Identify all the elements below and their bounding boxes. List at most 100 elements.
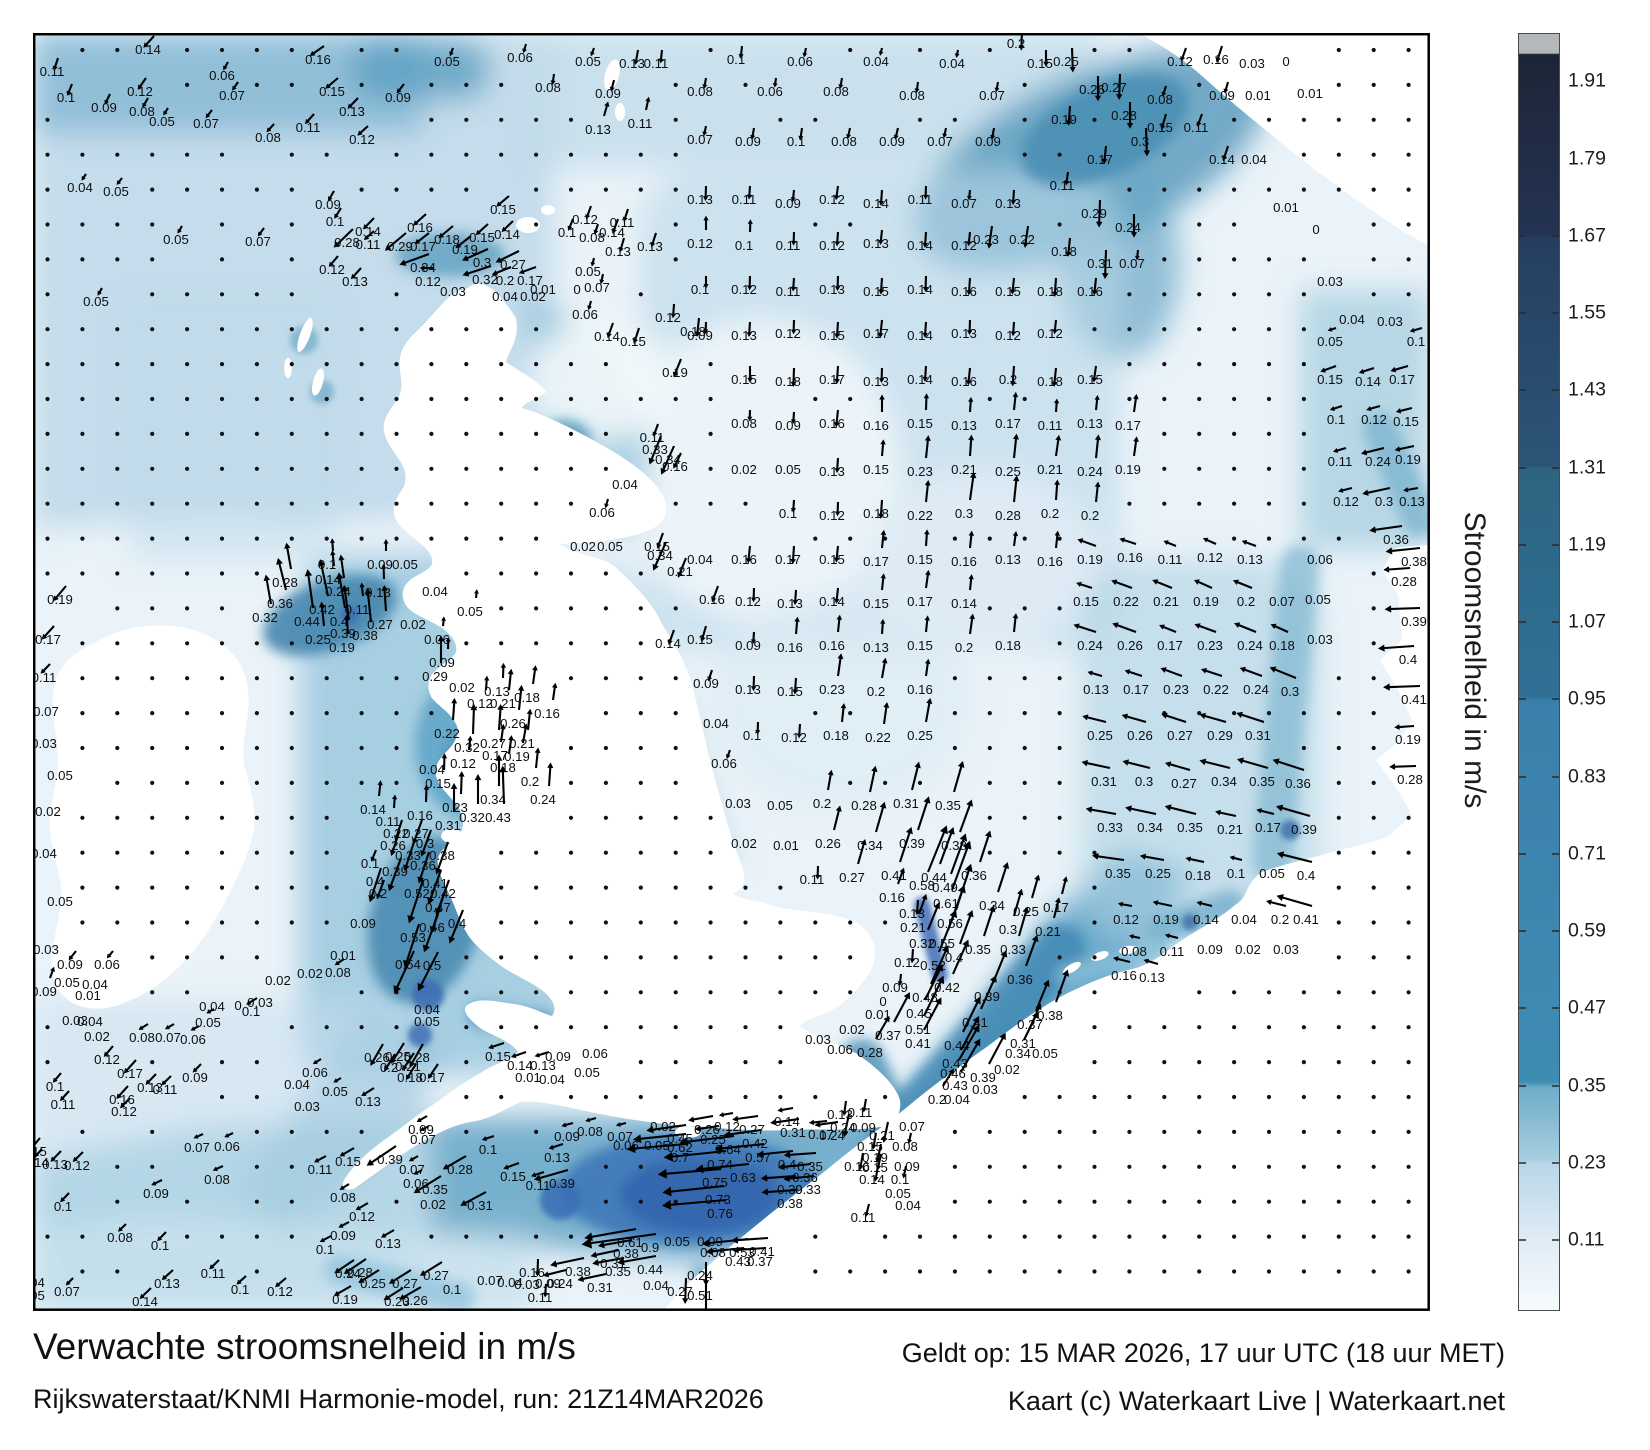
colorbar-tick-label: 0.47 bbox=[1568, 996, 1606, 1019]
svg-text:0.23: 0.23 bbox=[907, 464, 933, 479]
colorbar-tick-mark bbox=[1519, 1239, 1526, 1242]
svg-text:0.01: 0.01 bbox=[330, 948, 356, 963]
svg-text:0.15: 0.15 bbox=[857, 1139, 883, 1154]
svg-text:0.09: 0.09 bbox=[57, 957, 83, 972]
svg-text:0.11: 0.11 bbox=[525, 1178, 550, 1193]
svg-text:0.02: 0.02 bbox=[650, 1119, 676, 1134]
svg-text:0.11: 0.11 bbox=[775, 238, 800, 253]
colorbar-tick-mark bbox=[1552, 234, 1559, 237]
svg-text:0.09: 0.09 bbox=[735, 134, 761, 149]
svg-text:0.12: 0.12 bbox=[1037, 326, 1063, 341]
svg-text:0.19: 0.19 bbox=[47, 592, 73, 607]
svg-text:0.47: 0.47 bbox=[425, 900, 451, 915]
svg-text:0.63: 0.63 bbox=[730, 1170, 756, 1185]
svg-text:0.12: 0.12 bbox=[467, 696, 493, 711]
svg-text:0.09: 0.09 bbox=[535, 1276, 561, 1291]
svg-text:0.21: 0.21 bbox=[951, 462, 977, 477]
svg-text:0.36: 0.36 bbox=[1383, 532, 1409, 547]
svg-text:0.19: 0.19 bbox=[1115, 462, 1141, 477]
svg-text:0.12: 0.12 bbox=[319, 262, 345, 277]
svg-text:0.35: 0.35 bbox=[605, 1264, 631, 1279]
svg-text:0.13: 0.13 bbox=[735, 682, 761, 697]
svg-text:0.05: 0.05 bbox=[47, 894, 73, 909]
svg-text:0.21: 0.21 bbox=[900, 920, 926, 935]
svg-text:0.32: 0.32 bbox=[252, 610, 278, 625]
svg-text:0.05: 0.05 bbox=[47, 768, 73, 783]
svg-text:0.24: 0.24 bbox=[1077, 638, 1103, 653]
svg-text:0.13: 0.13 bbox=[365, 585, 391, 600]
svg-text:0.36: 0.36 bbox=[410, 858, 436, 873]
svg-text:0.01: 0.01 bbox=[773, 838, 799, 853]
svg-text:0.08: 0.08 bbox=[577, 1124, 603, 1139]
svg-text:0.17: 0.17 bbox=[1115, 418, 1141, 433]
svg-text:0.1: 0.1 bbox=[230, 1282, 248, 1297]
svg-text:0.18: 0.18 bbox=[397, 1070, 423, 1085]
svg-text:0.36: 0.36 bbox=[1285, 776, 1311, 791]
svg-text:0.03: 0.03 bbox=[1239, 56, 1265, 71]
svg-text:0.38: 0.38 bbox=[1401, 554, 1427, 569]
svg-text:0.05: 0.05 bbox=[575, 54, 601, 69]
svg-text:0.13: 0.13 bbox=[637, 239, 663, 254]
svg-text:0.35: 0.35 bbox=[1249, 774, 1275, 789]
svg-text:0.11: 0.11 bbox=[1037, 418, 1062, 433]
colorbar-tick-label: 1.43 bbox=[1568, 378, 1606, 401]
svg-text:0.06: 0.06 bbox=[757, 84, 783, 99]
svg-text:0.1: 0.1 bbox=[478, 1142, 496, 1157]
svg-text:0.44: 0.44 bbox=[944, 1038, 970, 1053]
land-norway bbox=[1137, 32, 1430, 246]
svg-text:0.08: 0.08 bbox=[255, 130, 281, 145]
svg-text:0.09: 0.09 bbox=[894, 1159, 920, 1174]
svg-text:0.12: 0.12 bbox=[781, 730, 807, 745]
svg-text:0.05: 0.05 bbox=[414, 1014, 440, 1029]
svg-text:0.27: 0.27 bbox=[423, 1268, 449, 1283]
svg-text:0.1: 0.1 bbox=[734, 238, 752, 253]
colorbar-tick-label: 1.07 bbox=[1568, 610, 1606, 633]
svg-text:0.08: 0.08 bbox=[129, 104, 155, 119]
svg-text:0.11: 0.11 bbox=[295, 120, 320, 135]
colorbar-tick-mark bbox=[1519, 389, 1526, 392]
island-hebrides bbox=[296, 317, 313, 352]
svg-text:0.13: 0.13 bbox=[585, 122, 611, 137]
svg-text:0.1: 0.1 bbox=[557, 225, 575, 240]
svg-text:0.35: 0.35 bbox=[422, 1182, 448, 1197]
svg-text:0: 0 bbox=[879, 994, 886, 1009]
svg-text:0.17: 0.17 bbox=[1123, 682, 1149, 697]
svg-text:0.22: 0.22 bbox=[383, 826, 409, 841]
svg-text:0.17: 0.17 bbox=[863, 326, 889, 341]
colorbar-tick-label: 0.83 bbox=[1568, 765, 1606, 788]
island-orkney bbox=[515, 216, 540, 233]
svg-text:0.28: 0.28 bbox=[995, 508, 1021, 523]
svg-text:0.36: 0.36 bbox=[267, 596, 293, 611]
svg-text:0.24: 0.24 bbox=[1077, 464, 1103, 479]
svg-text:0.31: 0.31 bbox=[893, 796, 919, 811]
svg-text:0.16: 0.16 bbox=[951, 554, 977, 569]
colorbar-tick-mark bbox=[1552, 621, 1559, 624]
svg-text:0.22: 0.22 bbox=[1113, 594, 1139, 609]
svg-text:0.25: 0.25 bbox=[1145, 866, 1171, 881]
svg-text:0.21: 0.21 bbox=[395, 1059, 421, 1074]
svg-text:0.51: 0.51 bbox=[905, 1022, 931, 1037]
svg-text:0.15: 0.15 bbox=[620, 334, 646, 349]
svg-text:0.13: 0.13 bbox=[355, 1094, 381, 1109]
svg-text:0.14: 0.14 bbox=[1355, 374, 1381, 389]
svg-text:0.13: 0.13 bbox=[619, 56, 645, 71]
svg-text:0.06: 0.06 bbox=[572, 307, 598, 322]
colorbar-tick-mark bbox=[1552, 775, 1559, 778]
svg-text:0.1: 0.1 bbox=[1226, 866, 1244, 881]
svg-text:0.12: 0.12 bbox=[775, 326, 801, 341]
svg-text:0.16: 0.16 bbox=[1203, 52, 1229, 67]
svg-text:0.11: 0.11 bbox=[50, 1097, 75, 1112]
svg-text:0.34: 0.34 bbox=[647, 548, 673, 563]
svg-text:0.19: 0.19 bbox=[332, 1292, 358, 1307]
svg-text:0.13: 0.13 bbox=[731, 328, 757, 343]
colorbar-tick-mark bbox=[1552, 80, 1559, 83]
colorbar-tick-label: 0.23 bbox=[1568, 1151, 1606, 1174]
svg-text:0.05: 0.05 bbox=[149, 114, 175, 129]
model-run-label: Rijkswaterstaat/KNMI Harmonie-model, run… bbox=[33, 1384, 764, 1414]
svg-text:0.16: 0.16 bbox=[731, 552, 757, 567]
svg-text:0.08: 0.08 bbox=[687, 84, 713, 99]
svg-text:0.16: 0.16 bbox=[109, 1092, 135, 1107]
svg-text:0.04: 0.04 bbox=[863, 54, 889, 69]
svg-text:0.26: 0.26 bbox=[380, 838, 406, 853]
colorbar-tick-label: 0.71 bbox=[1568, 842, 1606, 865]
